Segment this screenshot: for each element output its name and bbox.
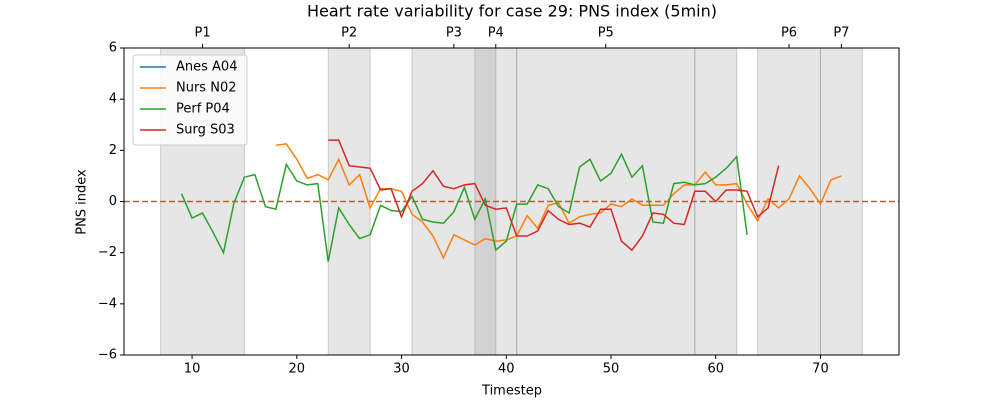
y-tick-label: 2 [109, 143, 117, 158]
x-tick-label: 20 [289, 362, 306, 377]
phase-label: P3 [446, 26, 462, 41]
legend-label: Perf P04 [176, 102, 230, 117]
y-tick-label: 6 [109, 41, 117, 56]
phase-label: P2 [341, 26, 357, 41]
x-tick-label: 40 [498, 362, 515, 377]
x-tick-label: 60 [707, 362, 724, 377]
x-tick-label: 10 [184, 362, 201, 377]
phase-label: P6 [781, 26, 797, 41]
legend-label: Anes A04 [176, 60, 237, 75]
phase-label: P5 [598, 26, 614, 41]
y-tick-label: −4 [98, 296, 117, 311]
y-tick-label: 0 [109, 194, 117, 209]
legend-box [132, 54, 248, 146]
y-axis-label: PNS index [75, 169, 90, 235]
phase-label: P1 [194, 26, 210, 41]
phase-label: P7 [833, 26, 849, 41]
phase-label: P4 [488, 26, 504, 41]
x-tick-label: 50 [603, 362, 620, 377]
legend-label: Nurs N02 [176, 81, 236, 96]
legend-label: Surg S03 [176, 123, 235, 138]
x-tick-label: 70 [812, 362, 829, 377]
series-line [328, 139, 780, 252]
chart-title: Heart rate variability for case 29: PNS … [307, 2, 717, 21]
series-line [180, 152, 748, 262]
y-tick-label: −6 [98, 348, 117, 363]
x-tick-label: 30 [393, 362, 410, 377]
y-tick-label: −2 [98, 245, 117, 260]
series-line [275, 143, 842, 260]
y-tick-label: 4 [109, 92, 117, 107]
x-axis-label: Timestep [481, 384, 542, 399]
